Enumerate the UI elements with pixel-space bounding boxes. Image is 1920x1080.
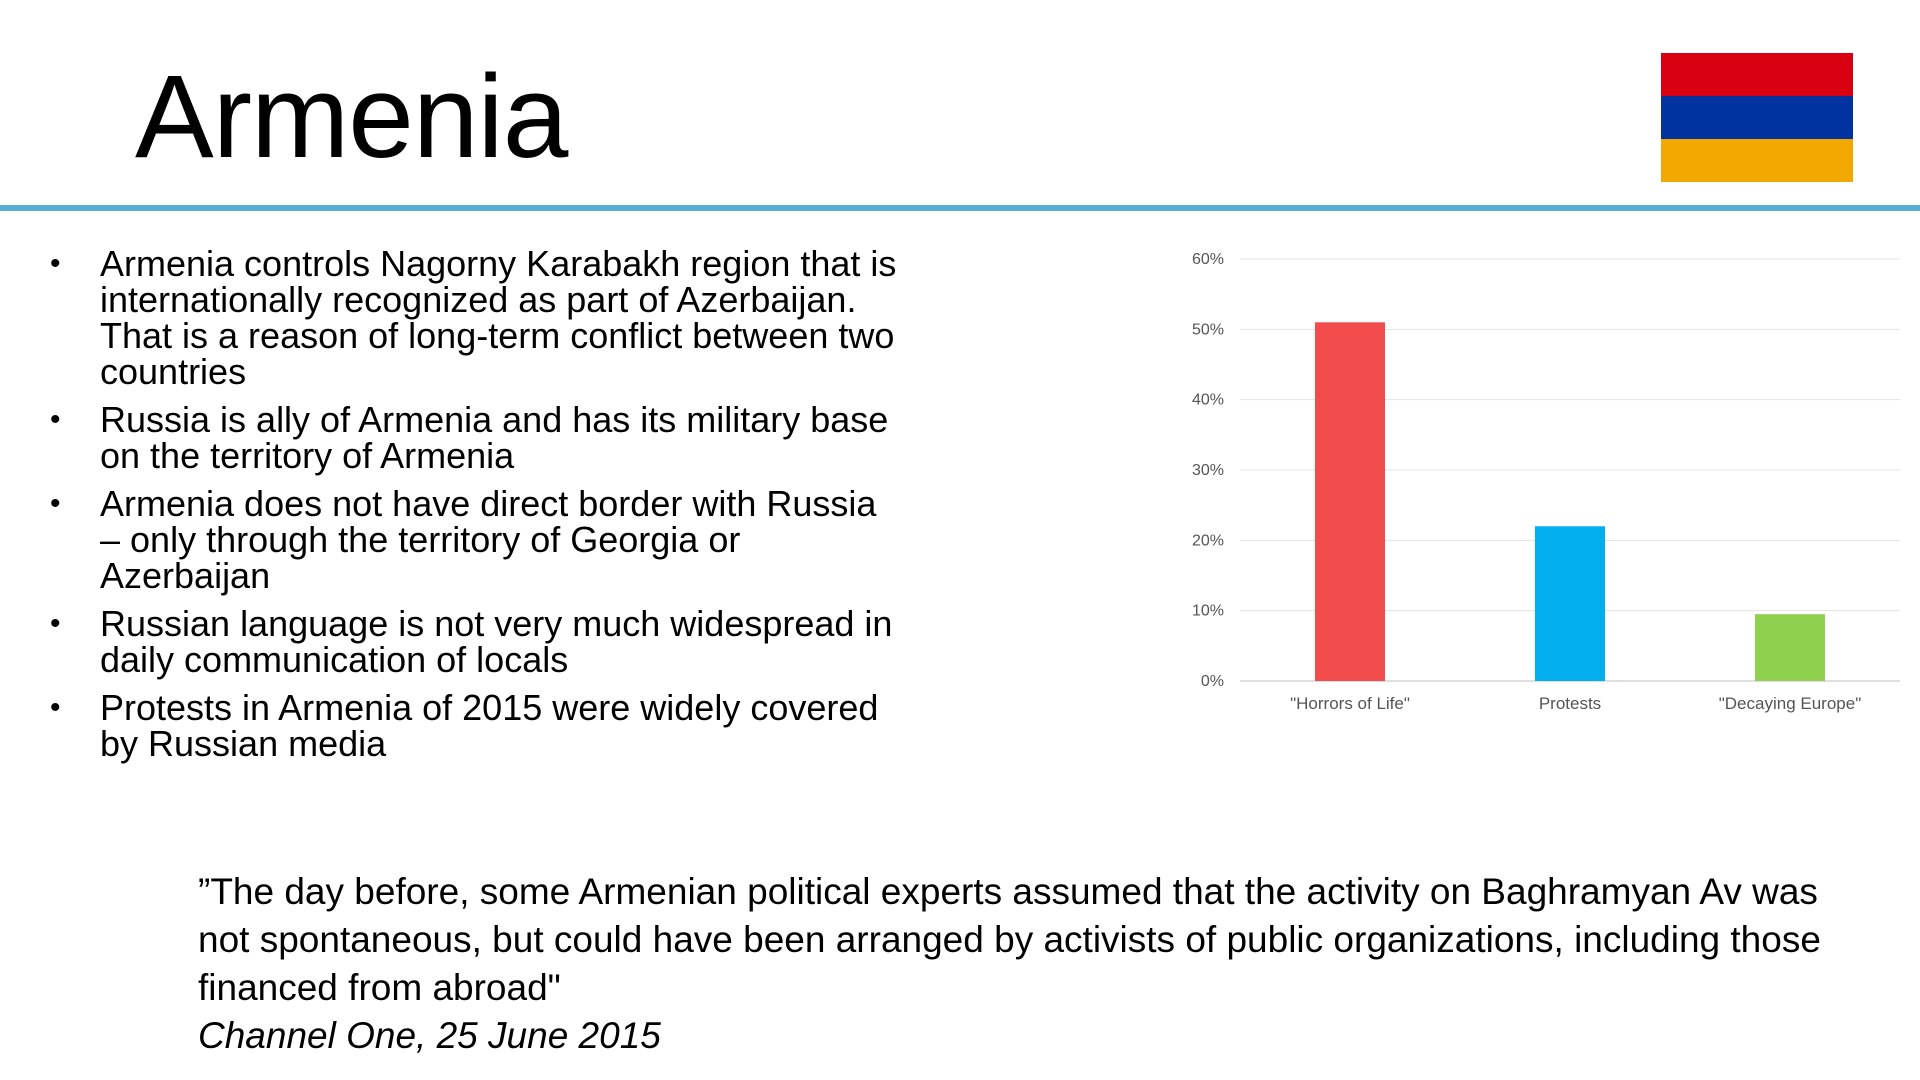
bullet-icon: • [50,403,61,436]
bullet-item: • Russia is ally of Armenia and has its m… [48,402,898,474]
bar [1755,614,1825,681]
y-tick-label: 10% [1192,603,1224,620]
bar-chart-svg: 0% 10% 20% 30% 40% 50% 60% "Horrors of Life" Pro… [1192,251,1900,713]
bullet-icon: • [50,607,61,640]
armenia-flag [1661,53,1853,182]
quote-source: Channel One, 25 June 2015 [198,1015,661,1056]
y-tick-label: 40% [1192,392,1224,409]
bullet-text: Armenia controls Nagorny Karabakh region… [100,243,897,392]
bullet-icon: • [50,691,61,724]
bullet-item: • Russian language is not very much wides… [48,606,898,678]
quote-block: ”The day before, some Armenian political… [198,868,1838,1060]
y-tick-label: 30% [1192,462,1224,479]
bullet-item: • Armenia controls Nagorny Karabakh regio… [48,246,898,390]
bullet-text: Armenia does not have direct border with… [100,483,877,596]
y-tick-label: 60% [1192,251,1224,268]
title-divider [0,205,1920,211]
bullet-text: Protests in Armenia of 2015 were widely … [100,687,879,764]
slide-title: Armenia [135,51,568,183]
flag-stripe-red [1661,53,1853,96]
bar [1535,526,1605,681]
flag-stripe-orange [1661,139,1853,182]
y-tick-label: 50% [1192,321,1224,338]
bullet-icon: • [50,487,61,520]
bullet-item: • Protests in Armenia of 2015 were widely… [48,690,898,762]
quote-text: ”The day before, some Armenian political… [198,871,1821,1008]
flag-stripe-blue [1661,96,1853,139]
bullet-icon: • [50,247,61,280]
bullet-text: Russia is ally of Armenia and has its mi… [100,399,889,476]
bullet-text: Russian language is not very much widesp… [100,603,893,680]
bar-chart: 0% 10% 20% 30% 40% 50% 60% "Horrors of Life" Pro… [1160,235,1920,735]
y-tick-label: 0% [1201,673,1224,690]
y-tick-label: 20% [1192,532,1224,549]
x-category-label: "Decaying Europe" [1719,694,1861,713]
bullet-item: • Armenia does not have direct border wit… [48,486,898,594]
x-category-label: "Horrors of Life" [1290,694,1410,713]
bar [1315,322,1385,681]
bullet-list: • Armenia controls Nagorny Karabakh regio… [48,246,898,774]
x-category-label: Protests [1539,694,1601,713]
